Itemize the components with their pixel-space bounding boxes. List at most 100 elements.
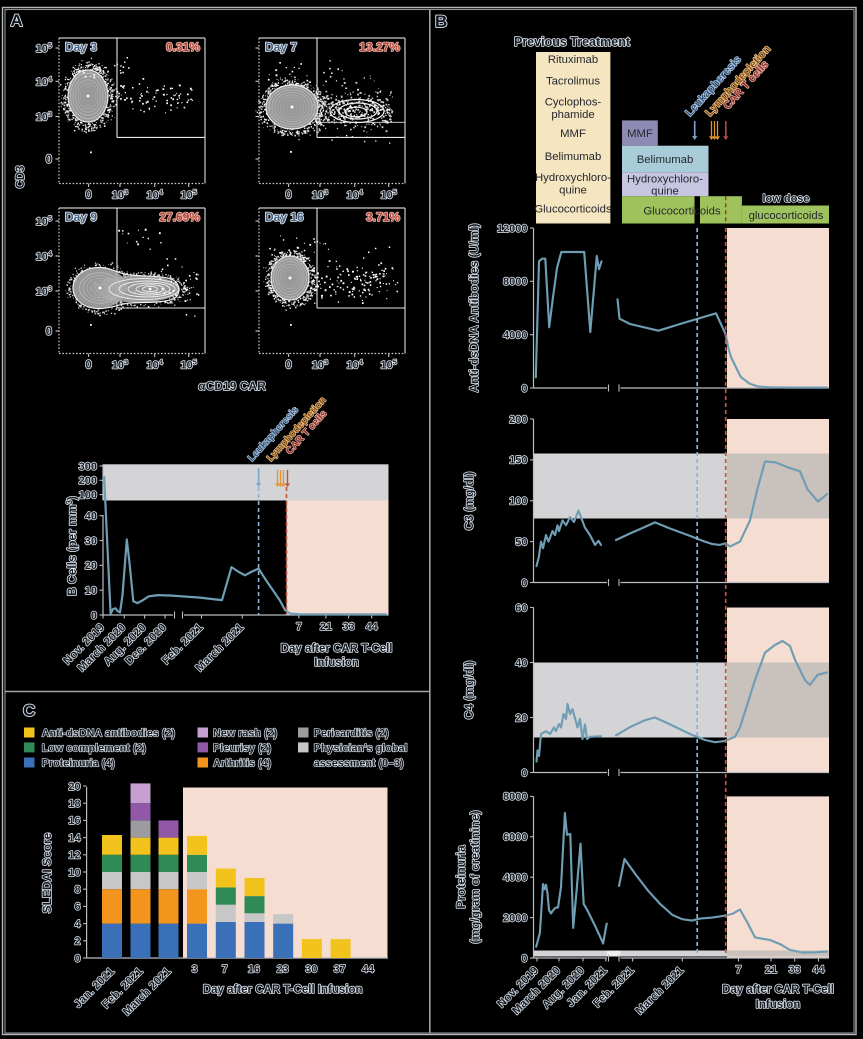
svg-text:Day 3: Day 3 — [65, 40, 97, 54]
svg-text:18: 18 — [68, 798, 80, 810]
svg-text:3: 3 — [192, 964, 198, 976]
svg-text:50: 50 — [515, 536, 527, 548]
svg-text:C3 (mg/dl): C3 (mg/dl) — [462, 472, 476, 531]
svg-text:C4 (mg/dl): C4 (mg/dl) — [462, 661, 476, 720]
svg-text:Day after CAR T-Cell: Day after CAR T-Cell — [722, 984, 834, 996]
svg-text:Proteinuria: Proteinuria — [454, 845, 468, 909]
svg-text:New rash (2): New rash (2) — [213, 728, 278, 740]
svg-text:glucocorticoids: glucocorticoids — [749, 210, 824, 222]
svg-text:44: 44 — [366, 621, 379, 633]
svg-text:3.71%: 3.71% — [366, 210, 400, 224]
svg-text:Day 7: Day 7 — [265, 40, 297, 54]
svg-text:30: 30 — [85, 535, 97, 547]
svg-text:40: 40 — [515, 657, 527, 669]
svg-text:60: 60 — [515, 602, 527, 614]
svg-text:Infusion: Infusion — [756, 999, 801, 1011]
svg-text:quine: quine — [651, 186, 679, 198]
svg-text:Hydroxychloro-: Hydroxychloro- — [627, 174, 703, 186]
svg-text:Day after CAR T-Cell: Day after CAR T-Cell — [281, 643, 393, 655]
svg-text:16: 16 — [248, 964, 260, 976]
svg-text:Pericarditis (2): Pericarditis (2) — [314, 728, 389, 740]
svg-text:low dose: low dose — [762, 193, 809, 205]
svg-text:44: 44 — [812, 964, 825, 976]
svg-text:8000: 8000 — [503, 791, 527, 803]
svg-text:0: 0 — [91, 610, 97, 622]
svg-text:Pleurisy (2): Pleurisy (2) — [213, 742, 272, 754]
svg-text:Infusion: Infusion — [314, 657, 359, 669]
svg-text:4: 4 — [74, 918, 81, 930]
svg-text:4000: 4000 — [503, 330, 527, 342]
svg-text:2000: 2000 — [503, 912, 527, 924]
svg-text:MMF: MMF — [627, 128, 653, 140]
svg-text:Cyclophos-: Cyclophos- — [545, 97, 602, 109]
svg-text:0: 0 — [521, 767, 527, 779]
svg-text:Belimumab: Belimumab — [637, 154, 694, 166]
svg-text:300: 300 — [79, 461, 97, 473]
svg-text:CD3: CD3 — [15, 165, 27, 188]
svg-text:B Cells (per mm3): B Cells (per mm3) — [65, 496, 79, 596]
svg-text:Tacrolimus: Tacrolimus — [546, 76, 600, 88]
svg-text:C: C — [23, 701, 35, 720]
svg-text:7: 7 — [222, 964, 228, 976]
svg-text:6: 6 — [74, 901, 80, 913]
svg-text:Anti-dsDNA antibodies (2): Anti-dsDNA antibodies (2) — [42, 728, 176, 740]
svg-text:4000: 4000 — [503, 872, 527, 884]
svg-text:27.69%: 27.69% — [159, 210, 200, 224]
svg-text:14: 14 — [68, 832, 81, 844]
svg-text:Proteinuria (4): Proteinuria (4) — [42, 758, 116, 770]
svg-text:8: 8 — [74, 884, 80, 896]
svg-text:12000: 12000 — [497, 223, 528, 235]
svg-text:100: 100 — [79, 489, 97, 501]
svg-text:0: 0 — [521, 953, 527, 965]
svg-text:0: 0 — [285, 360, 291, 372]
svg-text:A: A — [11, 11, 23, 30]
svg-text:20: 20 — [515, 712, 527, 724]
svg-text:10: 10 — [68, 867, 80, 879]
svg-text:Day 9: Day 9 — [65, 210, 97, 224]
svg-text:αCD19 CAR: αCD19 CAR — [198, 379, 266, 393]
svg-text:MMF: MMF — [560, 128, 586, 140]
svg-text:0.31%: 0.31% — [166, 40, 200, 54]
svg-text:Anti-dsDNA Antibodies (U/ml): Anti-dsDNA Antibodies (U/ml) — [467, 223, 481, 392]
svg-text:quine: quine — [559, 185, 587, 197]
svg-text:21: 21 — [320, 621, 332, 633]
svg-text:37: 37 — [334, 964, 346, 976]
svg-text:Glucocorticoids: Glucocorticoids — [643, 206, 721, 218]
svg-text:0: 0 — [74, 953, 80, 965]
svg-text:21: 21 — [765, 964, 777, 976]
svg-text:Arthritis (4): Arthritis (4) — [213, 758, 272, 770]
svg-text:13.27%: 13.27% — [359, 40, 400, 54]
svg-text:0: 0 — [285, 190, 291, 202]
svg-text:10: 10 — [85, 585, 97, 597]
svg-text:20: 20 — [85, 560, 97, 572]
svg-text:12: 12 — [68, 850, 80, 862]
svg-text:Previous Treatment: Previous Treatment — [514, 35, 631, 49]
svg-text:23: 23 — [277, 964, 289, 976]
svg-text:Physician’s global: Physician’s global — [314, 742, 408, 754]
svg-text:0: 0 — [521, 383, 527, 395]
svg-text:7: 7 — [296, 621, 302, 633]
svg-text:Hydroxychloro-: Hydroxychloro- — [535, 172, 611, 184]
svg-text:16: 16 — [68, 815, 80, 827]
svg-text:0: 0 — [85, 360, 91, 372]
svg-text:20: 20 — [68, 781, 80, 793]
svg-text:100: 100 — [509, 496, 527, 508]
svg-text:8000: 8000 — [503, 276, 527, 288]
svg-text:150: 150 — [509, 455, 527, 467]
svg-text:30: 30 — [305, 964, 317, 976]
svg-text:0: 0 — [85, 190, 91, 202]
svg-text:Day after CAR T-Cell Infusion: Day after CAR T-Cell Infusion — [203, 984, 363, 996]
svg-text:200: 200 — [79, 475, 97, 487]
svg-text:33: 33 — [789, 964, 801, 976]
svg-text:phamide: phamide — [551, 109, 594, 121]
svg-text:44: 44 — [362, 964, 375, 976]
svg-text:33: 33 — [342, 621, 354, 633]
svg-text:2: 2 — [74, 936, 80, 948]
svg-text:0: 0 — [46, 326, 52, 338]
svg-text:SLEDAI Score: SLEDAI Score — [40, 832, 54, 913]
svg-text:assessment (0–3): assessment (0–3) — [314, 758, 404, 770]
svg-text:200: 200 — [509, 414, 527, 426]
svg-text:Low complement (2): Low complement (2) — [42, 742, 147, 754]
svg-text:B: B — [435, 12, 447, 31]
svg-text:Day 16: Day 16 — [265, 210, 304, 224]
